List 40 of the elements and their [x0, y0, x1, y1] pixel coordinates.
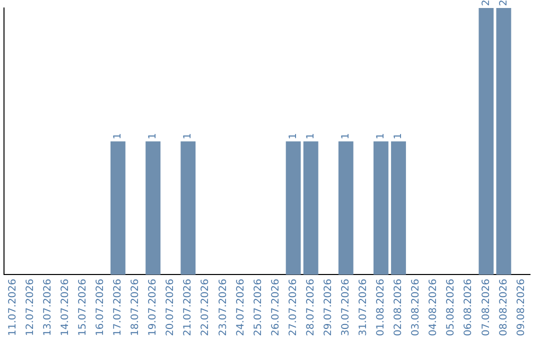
x-tick-label: 30.07.2026 — [340, 278, 352, 336]
x-tick-label: 21.07.2026 — [182, 278, 194, 336]
data-label: 2 — [480, 0, 492, 6]
x-tick-label: 09.08.2026 — [516, 278, 527, 336]
x-tick-label: 15.07.2026 — [77, 278, 88, 336]
x-tick-label: 28.07.2026 — [305, 278, 316, 336]
x-tick-label: 11.07.2026 — [7, 278, 18, 336]
data-label: 1 — [393, 132, 404, 140]
data-label: 2 — [498, 0, 510, 6]
x-tick-label: 14.07.2026 — [60, 278, 71, 336]
data-label: 1 — [112, 132, 124, 140]
x-tick-label: 12.07.2026 — [24, 278, 36, 336]
x-tick-label: 22.07.2026 — [200, 278, 212, 336]
x-tick-label: 17.07.2026 — [112, 278, 124, 336]
x-tick-label: 04.08.2026 — [428, 278, 440, 336]
x-tick-label: 19.07.2026 — [148, 278, 159, 336]
x-tick-label: 13.07.2026 — [42, 278, 54, 336]
data-label: 1 — [182, 132, 194, 140]
data-label: 1 — [376, 132, 387, 140]
x-tick-label: 05.08.2026 — [446, 278, 457, 336]
x-tick-label: 24.07.2026 — [235, 278, 246, 336]
data-label: 1 — [340, 132, 352, 140]
x-tick-label: 31.07.2026 — [358, 278, 370, 336]
x-tick-label: 23.07.2026 — [218, 278, 229, 336]
x-tick-label: 16.07.2026 — [95, 278, 106, 336]
x-tick-label: 03.08.2026 — [410, 278, 422, 336]
x-tick-label: 01.08.2026 — [376, 278, 387, 336]
x-tick-label: 18.07.2026 — [130, 278, 142, 336]
x-tick-label: 07.08.2026 — [480, 278, 492, 336]
data-label: 1 — [305, 132, 316, 140]
x-tick-label: 29.07.2026 — [322, 278, 334, 336]
x-tick-label: 02.08.2026 — [393, 278, 404, 336]
data-label: 1 — [288, 132, 299, 140]
x-tick-label: 20.07.2026 — [165, 278, 176, 336]
data-label: 1 — [148, 132, 159, 140]
x-tick-label: 27.07.2026 — [288, 278, 299, 336]
x-tick-label: 08.08.2026 — [498, 278, 510, 336]
x-tick-label: 06.08.2026 — [463, 278, 474, 336]
x-tick-label: 26.07.2026 — [270, 278, 282, 336]
x-tick-label: 25.07.2026 — [252, 278, 264, 336]
